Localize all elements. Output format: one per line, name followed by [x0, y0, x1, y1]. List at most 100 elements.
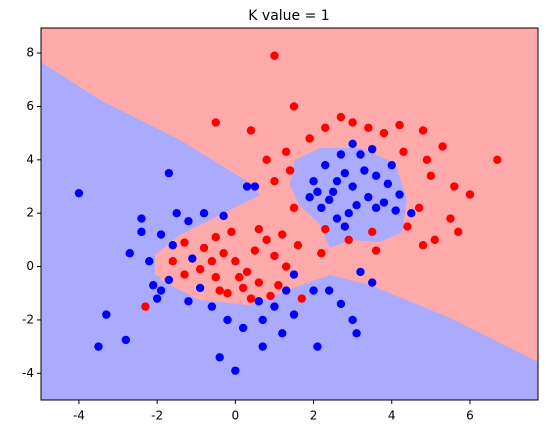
point — [371, 203, 381, 213]
point — [368, 227, 377, 237]
x-tick-label: 0 — [232, 409, 240, 423]
point — [231, 257, 240, 266]
point — [364, 192, 373, 202]
point — [274, 281, 283, 290]
point — [223, 315, 232, 325]
point — [289, 310, 299, 319]
point — [164, 275, 174, 285]
point — [324, 195, 334, 205]
point — [356, 150, 365, 159]
point — [297, 294, 307, 303]
point — [493, 155, 502, 165]
axes-frame — [40, 27, 539, 401]
point — [125, 249, 134, 258]
point — [450, 182, 459, 191]
point — [199, 208, 209, 218]
point — [317, 203, 326, 213]
point — [395, 120, 404, 130]
point — [332, 176, 342, 186]
y-tick-label: 8 — [26, 46, 34, 60]
point — [211, 233, 220, 242]
point — [172, 208, 181, 218]
point — [250, 182, 260, 191]
point — [305, 192, 314, 202]
x-tick-label: -2 — [151, 409, 163, 423]
point — [348, 182, 357, 191]
point — [313, 187, 322, 197]
y-tick-label: 0 — [26, 259, 34, 273]
points — [74, 51, 502, 375]
point — [352, 200, 361, 210]
point — [250, 246, 260, 255]
point — [270, 302, 279, 311]
point — [321, 225, 330, 234]
point — [219, 211, 228, 221]
point — [430, 235, 439, 245]
point — [438, 142, 447, 151]
point — [246, 294, 256, 303]
point — [156, 230, 166, 239]
point — [309, 176, 318, 186]
point — [235, 273, 244, 282]
point — [426, 171, 436, 181]
point — [340, 168, 350, 178]
point — [270, 176, 279, 186]
point — [184, 297, 193, 306]
point — [137, 214, 146, 223]
point — [399, 147, 408, 157]
decision-regions — [41, 28, 538, 400]
point — [219, 249, 228, 258]
point — [454, 227, 463, 237]
x-tick-label: 6 — [466, 409, 474, 423]
point — [254, 297, 264, 306]
point — [238, 283, 248, 293]
point — [207, 302, 217, 311]
point — [184, 217, 193, 226]
point — [258, 315, 267, 325]
point — [368, 278, 377, 287]
point — [336, 150, 346, 159]
point — [262, 235, 271, 245]
chart-title: K value = 1 — [248, 8, 329, 24]
point — [156, 286, 166, 295]
point — [180, 270, 189, 279]
point — [446, 214, 455, 223]
y-tick-label: -2 — [22, 312, 34, 326]
point — [289, 203, 299, 213]
point — [262, 155, 271, 165]
point — [74, 188, 84, 198]
point — [199, 243, 209, 253]
point — [180, 238, 189, 247]
point — [215, 286, 224, 295]
point — [211, 118, 220, 127]
point — [387, 160, 396, 170]
point — [332, 214, 342, 223]
point — [371, 246, 381, 255]
point — [340, 222, 350, 231]
point — [152, 294, 162, 303]
point — [317, 249, 326, 258]
point — [164, 168, 174, 178]
y-tick-label: -4 — [22, 366, 34, 380]
point — [305, 134, 314, 143]
point — [383, 179, 393, 189]
point — [407, 208, 416, 218]
point — [336, 299, 346, 309]
x-tick-label: -4 — [73, 409, 85, 423]
point — [270, 51, 279, 60]
point — [348, 315, 357, 325]
y-tick-label: 6 — [26, 99, 34, 113]
point — [270, 251, 279, 261]
point — [246, 126, 256, 135]
point — [266, 291, 275, 301]
point — [195, 283, 205, 293]
point — [418, 126, 428, 135]
point — [223, 289, 232, 298]
point — [137, 227, 146, 237]
point — [360, 166, 369, 175]
point — [289, 102, 299, 111]
point — [285, 166, 295, 175]
point — [313, 342, 322, 351]
point — [368, 144, 377, 154]
x-tick-label: 2 — [310, 409, 318, 423]
